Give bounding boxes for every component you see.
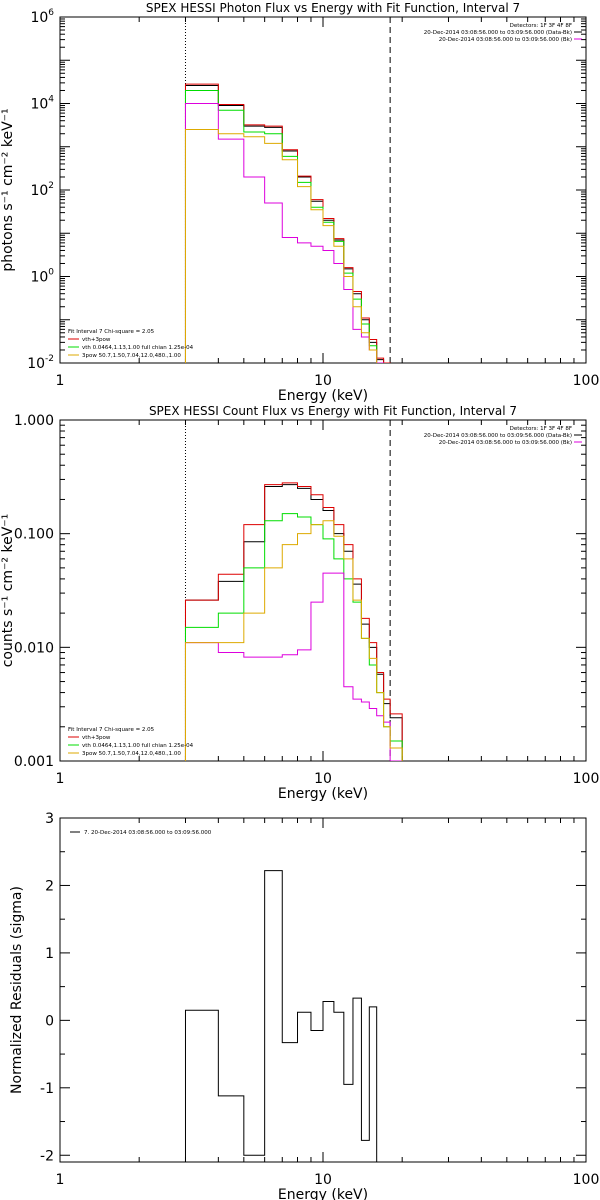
legend-tl-text: 7. 20-Dec-2014 03:08:56.000 to 03:09:56.… (84, 830, 212, 836)
y-tick-label: 104 (30, 95, 54, 113)
series-group (184, 870, 378, 1162)
x-tick-label: 10 (314, 1172, 332, 1188)
y-tick-label: 0 (45, 1013, 54, 1029)
x-tick-label: 100 (573, 771, 600, 787)
x-tick-label: 1 (56, 771, 65, 787)
y-axis-label: counts s⁻¹ cm⁻² keV⁻¹ (0, 514, 16, 668)
legend-tr-text: 20-Dec-2014 03:08:56.000 to 03:09:56.000… (424, 30, 572, 36)
legend-bl-text: 3pow 50.7,1.50,7.04,12.0,480.,1.00 (82, 751, 181, 757)
y-tick-exponent: 4 (48, 95, 54, 105)
series-group (184, 482, 403, 761)
series-line-2 (184, 83, 391, 363)
y-tick-exponent: 2 (48, 181, 54, 191)
legend-tr-text: 20-Dec-2014 03:08:56.000 to 03:09:56.000… (439, 440, 572, 446)
series-line-2 (184, 482, 403, 761)
y-tick-label: 102 (30, 181, 54, 199)
y-tick-mantissa: 10 (30, 10, 48, 26)
legend-bl-text: Fit Interval 7 Chi-square = 2.05 (68, 727, 155, 733)
y-tick-label: 1 (45, 946, 54, 962)
legend-bl-text: 3pow 50.7,1.50,7.04,12.0,480.,1.00 (82, 353, 181, 359)
series-line-1 (184, 870, 378, 1162)
y-tick-exponent: 0 (48, 268, 54, 278)
series-line-3 (184, 89, 385, 363)
y-axis-label: photons s⁻¹ cm⁻² keV⁻¹ (0, 108, 16, 271)
y-tick-label: 106 (30, 8, 54, 26)
y-axis-label: Normalized Residuals (sigma) (9, 886, 25, 1094)
legend-bl-text: vth 0.0464,1.13,1.00 full chian 1.25e-04 (82, 743, 194, 749)
x-tick-label: 1 (56, 1172, 65, 1188)
y-tick-label: 0.001 (14, 754, 54, 770)
chart-2: 1 10 100 0.001 0.010 0.100 1.000 SPEX HESSI Cou… (0, 404, 599, 802)
y-tick-label: 2 (45, 878, 54, 894)
y-tick-exponent: -2 (45, 354, 54, 364)
plot-frame (59, 817, 587, 1163)
legend-bl-text: vth+3pow (82, 337, 111, 343)
y-tick-mantissa: 10 (30, 97, 48, 113)
y-tick-label: 10-2 (27, 354, 54, 372)
legend-tr-text: Detectors: 1F 3F 4F 8F (510, 426, 572, 432)
chart-title: SPEX HESSI Count Flux vs Energy with Fit… (149, 404, 517, 418)
series-line-4 (184, 572, 403, 761)
x-axis-label: Energy (keV) (278, 786, 368, 802)
y-tick-label: 3 (45, 811, 54, 827)
y-tick-mantissa: 10 (27, 356, 45, 372)
y-tick-label: 0.100 (14, 527, 54, 543)
x-tick-label: 10 (314, 771, 332, 787)
x-axis-label: Energy (keV) (278, 388, 368, 404)
series-group (184, 83, 391, 363)
chart-title: SPEX HESSI Photon Flux vs Energy with Fi… (146, 1, 520, 15)
y-tick-label: 0.010 (14, 640, 54, 656)
legend-tr-text: 20-Dec-2014 03:08:56.000 to 03:09:56.000… (439, 37, 572, 43)
x-axis-label: Energy (keV) (278, 1187, 368, 1200)
x-tick-label: 100 (573, 1172, 600, 1188)
legend-tr-text: Detectors: 1F 3F 4F 8F (510, 23, 572, 29)
y-tick-label: 100 (30, 268, 54, 286)
y-tick-exponent: 6 (48, 8, 54, 18)
x-tick-label: 1 (56, 373, 65, 389)
y-tick-mantissa: 10 (30, 270, 48, 286)
chart-3: 1 10 100 -2 -1 0 1 2 3 Energy (keV) Normalized Res… (9, 811, 599, 1200)
series-line-4 (184, 103, 385, 363)
y-tick-label: -2 (40, 1148, 54, 1164)
series-line-5 (184, 520, 403, 761)
x-tick-label: 10 (314, 373, 332, 389)
y-tick-label: -1 (40, 1081, 54, 1097)
y-tick-mantissa: 10 (30, 183, 48, 199)
legend-tr-text: 20-Dec-2014 03:08:56.000 to 03:09:56.000… (424, 433, 572, 439)
legend-bl-text: vth+3pow (82, 735, 111, 741)
series-line-1 (184, 85, 385, 363)
x-tick-label: 100 (573, 373, 600, 389)
legend-bl-text: Fit Interval 7 Chi-square = 2.05 (68, 329, 155, 335)
y-tick-label: 1.000 (14, 413, 54, 429)
legend-bl-text: vth 0.0464,1.13,1.00 full chian 1.25e-04 (82, 345, 194, 351)
series-line-5 (184, 129, 378, 363)
plot-frame (59, 16, 587, 364)
